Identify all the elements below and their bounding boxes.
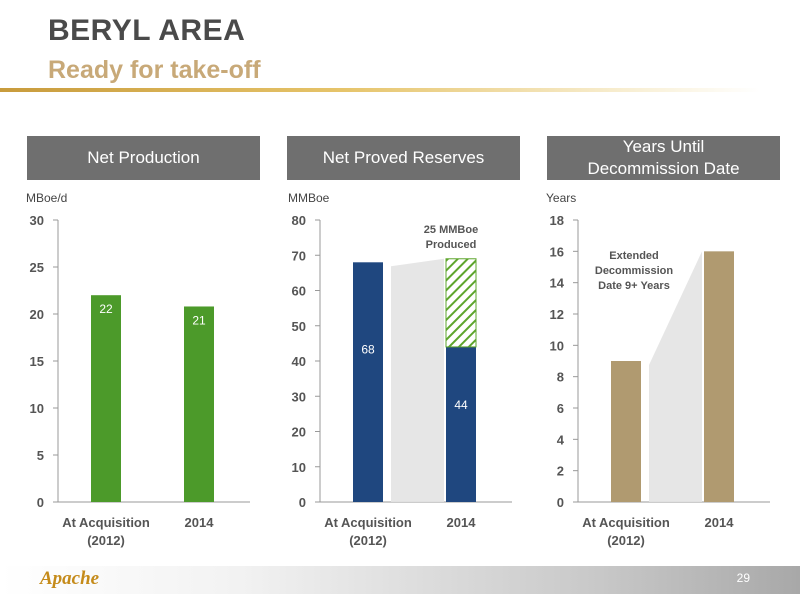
x-category-label: 2014 — [447, 515, 477, 530]
x-category-label: (2012) — [349, 533, 387, 548]
page-number: 29 — [736, 571, 750, 585]
bar-value-label: 68 — [361, 342, 375, 356]
x-category-label: At Acquisition — [582, 515, 670, 530]
y-tick-label: 50 — [292, 319, 306, 334]
bar-value-label: 22 — [99, 302, 113, 316]
bar-at-acquisition — [611, 361, 641, 502]
comparison-connector — [649, 251, 702, 502]
y-tick-label: 60 — [292, 284, 306, 299]
y-tick-label: 0 — [37, 495, 44, 510]
net-proved-reserves-chart: MMBoe 0 10 20 30 40 50 60 70 80 68 44 25 MMBoe Produc… — [262, 186, 522, 571]
slide-title: BERYL AREA — [48, 14, 246, 47]
net-proved-reserves-header: Net Proved Reserves — [287, 136, 520, 180]
net-production-header: Net Production — [27, 136, 260, 180]
bar-value-label: 44 — [454, 398, 468, 412]
x-category-label: (2012) — [607, 533, 645, 548]
y-tick-label: 10 — [292, 460, 306, 475]
y-axis-unit-label: Years — [546, 191, 576, 205]
y-tick-label: 18 — [550, 213, 564, 228]
y-tick-label: 15 — [30, 354, 44, 369]
y-tick-label: 10 — [550, 338, 564, 353]
net-proved-reserves-title: Net Proved Reserves — [322, 148, 485, 167]
title-divider — [0, 88, 760, 92]
produced-annotation-line: Produced — [426, 239, 477, 251]
net-production-chart-svg: MBoe/d 0 5 10 15 20 25 30 22 21 At Acquisition (201… — [26, 191, 250, 548]
years-until-decommission-title-line-2: Decommission Date — [587, 159, 740, 178]
y-tick-label: 80 — [292, 213, 306, 228]
x-category-label: 2014 — [705, 515, 735, 530]
y-axis-unit-label: MMBoe — [288, 191, 330, 205]
bar-at-acquisition — [353, 262, 383, 502]
bar-2014 — [704, 251, 734, 502]
y-tick-label: 0 — [557, 495, 564, 510]
net-production-chart: MBoe/d 0 5 10 15 20 25 30 22 21 At Acquisition (201… — [0, 186, 260, 571]
bar-value-label: 21 — [192, 313, 206, 327]
bar-2014 — [184, 306, 214, 502]
decommission-annotation-line: Extended — [609, 250, 659, 262]
y-tick-label: 30 — [292, 389, 306, 404]
y-tick-label: 4 — [557, 432, 565, 447]
y-tick-label: 0 — [299, 495, 306, 510]
y-tick-label: 14 — [550, 276, 565, 291]
decommission-annotation-line: Decommission — [595, 265, 674, 277]
x-category-label: At Acquisition — [62, 515, 150, 530]
bar-at-acquisition — [91, 295, 121, 502]
y-tick-label: 16 — [550, 244, 564, 259]
net-production-title: Net Production — [87, 148, 200, 167]
years-until-decommission-header: Years Until Decommission Date — [547, 136, 780, 180]
decommission-annotation-line: Date 9+ Years — [598, 280, 670, 292]
y-tick-label: 2 — [557, 464, 564, 479]
comparison-connector — [391, 258, 444, 502]
y-tick-label: 40 — [292, 354, 306, 369]
y-tick-label: 10 — [30, 401, 44, 416]
y-tick-label: 5 — [37, 448, 44, 463]
x-category-label: At Acquisition — [324, 515, 412, 530]
years-until-decommission-title-line-1: Years Until — [622, 137, 705, 156]
y-tick-label: 6 — [557, 401, 564, 416]
x-category-label: 2014 — [185, 515, 215, 530]
y-tick-label: 20 — [292, 425, 306, 440]
slide-subtitle: Ready for take-off — [48, 56, 261, 84]
years-until-decommission-chart-svg: Years 0 2 4 6 8 10 12 14 16 18 Extended Decommission… — [546, 191, 770, 548]
apache-logo: Apache — [40, 568, 100, 589]
y-tick-label: 30 — [30, 213, 44, 228]
net-proved-reserves-chart-svg: MMBoe 0 10 20 30 40 50 60 70 80 68 44 25 MMBoe Produc… — [288, 191, 512, 548]
footer-bar — [0, 566, 800, 594]
y-tick-label: 20 — [30, 307, 44, 322]
y-tick-label: 70 — [292, 248, 306, 263]
produced-annotation-line: 25 MMBoe — [424, 224, 478, 236]
y-tick-label: 8 — [557, 370, 564, 385]
y-axis-unit-label: MBoe/d — [26, 191, 67, 205]
years-until-decommission-chart: Years 0 2 4 6 8 10 12 14 16 18 Extended Decommission… — [520, 186, 780, 571]
x-category-label: (2012) — [87, 533, 125, 548]
y-tick-label: 12 — [550, 307, 564, 322]
bar-2014 — [446, 346, 476, 502]
produced-volume-segment — [445, 258, 477, 348]
y-tick-label: 25 — [30, 260, 44, 275]
